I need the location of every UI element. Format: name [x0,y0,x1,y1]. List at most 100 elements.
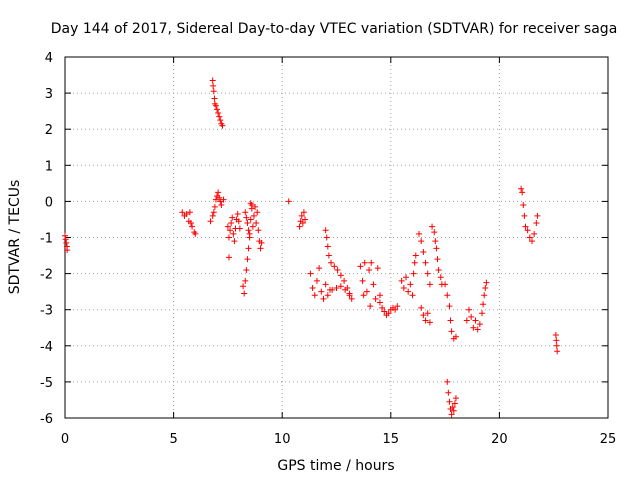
y-tick-label: 1 [45,159,53,174]
data-point [434,256,441,263]
data-point [311,292,318,299]
data-point [189,223,196,230]
data-point [410,270,417,277]
data-point [244,220,251,227]
data-point [394,303,401,310]
data-point [212,196,219,203]
data-point [324,292,331,299]
data-point [481,292,488,299]
y-tick-labels: -6 -5 -4 -3 -2 -1 0 1 2 3 4 [40,51,53,427]
y-axis-label: SDTVAR / TECUs [7,180,23,295]
data-point [313,277,320,284]
data-point [215,109,222,116]
data-point [341,277,348,284]
data-point [359,277,366,284]
x-tick-labels: 0 5 10 15 20 25 [61,432,616,447]
data-point [426,319,433,326]
data-point [329,286,336,293]
data-point [437,274,444,281]
data-point [424,270,431,277]
data-point [411,259,418,266]
data-point [254,209,261,216]
data-point [316,265,323,272]
data-point [323,234,330,241]
data-point [379,304,386,311]
data-point [452,333,459,340]
data-point [366,266,373,273]
data-point [210,88,217,95]
data-point [229,214,236,221]
data-point [224,223,231,230]
gridlines [65,57,608,418]
data-point [368,259,375,266]
x-tick-label: 10 [274,432,291,447]
data-point [420,248,427,255]
data-point [62,236,69,243]
data-point [518,185,525,192]
x-tick-label: 25 [600,432,617,447]
data-point [328,259,335,266]
data-point [447,317,454,324]
data-point [372,295,379,302]
data-point [64,247,71,254]
data-point [296,223,303,230]
data-point [449,404,456,411]
data-point [433,245,440,252]
data-point [442,281,449,288]
data-point [367,303,374,310]
y-tick-label: 2 [45,123,53,138]
data-point [470,324,477,331]
data-point [361,259,368,266]
data-point [214,106,221,113]
data-point [472,317,479,324]
data-point [426,281,433,288]
data-point [244,256,251,263]
data-point [216,113,223,120]
data-point [416,230,423,237]
data-point [435,266,442,273]
data-point [299,220,306,227]
data-point [429,223,436,230]
data-point [348,295,355,302]
data-point [553,337,560,344]
data-point [183,211,190,218]
data-point [452,395,459,402]
data-point [370,281,377,288]
data-point [528,238,535,245]
data-point [376,292,383,299]
data-point [236,225,243,232]
data-point [240,283,247,290]
data-point [374,265,381,272]
data-point [235,218,242,225]
data-point [360,292,367,299]
data-point [216,194,223,201]
data-point [409,292,416,299]
data-point [392,306,399,313]
data-point [522,223,529,230]
data-point [318,288,325,295]
data-point [227,227,234,234]
data-point [247,216,254,223]
data-point [446,398,453,405]
data-point [322,281,329,288]
y-tick-label: 0 [45,195,53,210]
data-point [228,220,235,227]
data-point [333,285,340,292]
x-tick-label: 0 [61,432,69,447]
data-point [412,252,419,259]
data-point [363,288,370,295]
y-tick-label: -5 [40,376,53,391]
data-point [337,283,344,290]
chart-title: Day 144 of 2017, Sidereal Day-to-day VTE… [51,21,618,37]
data-point [217,198,224,205]
data-point [192,230,199,237]
data-point [179,209,186,216]
data-point [257,245,264,252]
data-point [342,286,349,293]
data-point [381,308,388,315]
data-point [209,77,216,84]
data-point [324,243,331,250]
data-point [322,227,329,234]
data-point [357,263,364,270]
y-tick-label: 4 [45,51,53,66]
